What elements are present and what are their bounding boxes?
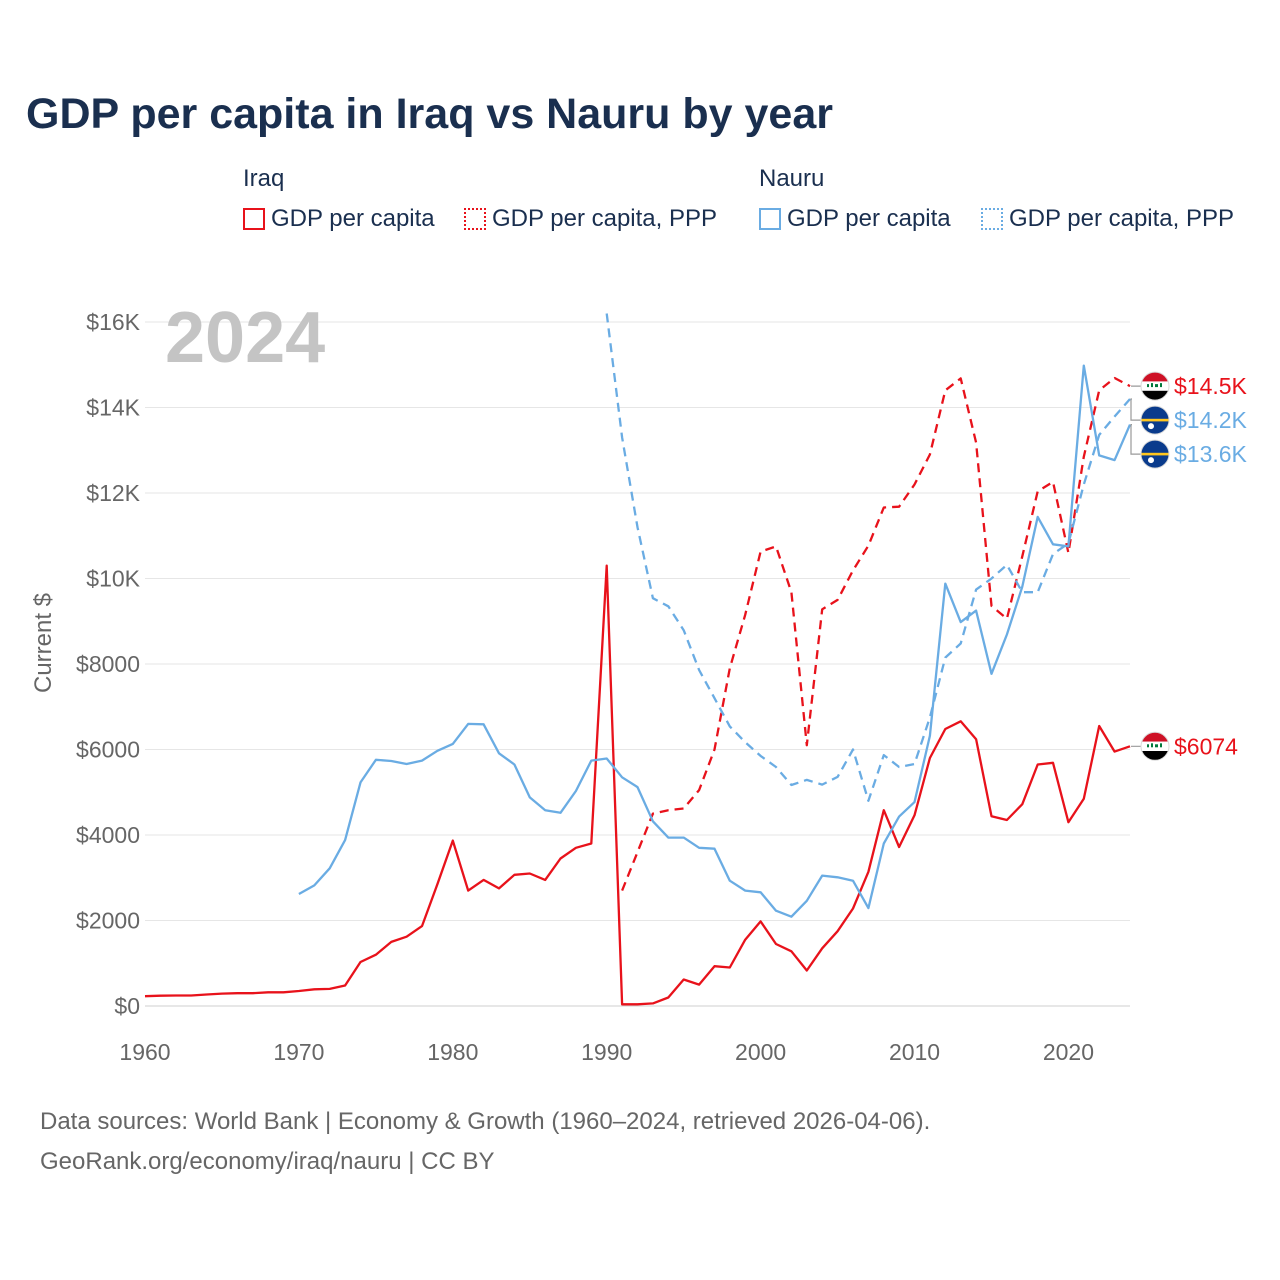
chart-title: GDP per capita in Iraq vs Nauru by year — [26, 90, 833, 138]
legend-item-iraq-gdp-ppp[interactable]: GDP per capita, PPP — [464, 204, 717, 234]
y-tick-label: $6000 — [76, 737, 140, 763]
x-tick-label: 1990 — [581, 1039, 632, 1065]
nauru-flag-icon — [1141, 440, 1169, 468]
y-tick-label: $12K — [86, 480, 140, 506]
legend-swatch-dotted-blue — [981, 208, 1003, 230]
x-tick-label: 1980 — [427, 1039, 478, 1065]
series-line — [144, 564, 1131, 1006]
end-value-label: $13.6K — [1174, 441, 1248, 467]
y-axis-label: Current $ — [30, 593, 57, 693]
legend-label: GDP per capita, PPP — [492, 205, 717, 232]
y-tick-label: $0 — [114, 993, 140, 1019]
legend-group-iraq: Iraq — [243, 165, 285, 192]
legend-item-nauru-gdp-ppp[interactable]: GDP per capita, PPP — [981, 204, 1234, 234]
y-tick-label: $4000 — [76, 822, 140, 848]
end-value-label: $6074 — [1174, 733, 1238, 759]
grid-lines — [145, 321, 1130, 1007]
legend-label: GDP per capita, PPP — [1009, 205, 1234, 232]
iraq-flag-icon — [1141, 372, 1169, 400]
legend-label: GDP per capita — [787, 205, 951, 232]
legend-group-nauru: Nauru — [759, 165, 825, 192]
footer-sources: Data sources: World Bank | Economy & Gro… — [40, 1108, 931, 1135]
x-tick-label: 2010 — [889, 1039, 940, 1065]
x-tick-label: 1960 — [119, 1039, 170, 1065]
year-watermark: 2024 — [165, 298, 325, 378]
y-tick-label: $10K — [86, 566, 140, 592]
end-label-connector — [1130, 424, 1141, 455]
y-tick-label: $14K — [86, 395, 140, 421]
y-tick-label: $2000 — [76, 908, 140, 934]
end-label-connector — [1130, 398, 1141, 421]
legend-swatch-dotted-red — [464, 208, 486, 230]
y-tick-label: $16K — [86, 309, 140, 335]
x-tick-label: 2000 — [735, 1039, 786, 1065]
series-line — [621, 376, 1131, 892]
end-labels: $14.5K $14.2K $13.6K $6074 — [1130, 372, 1248, 760]
footer-credit: GeoRank.org/economy/iraq/nauru | CC BY — [40, 1148, 495, 1175]
x-tick-label: 1970 — [273, 1039, 324, 1065]
legend-swatch-solid-red — [243, 208, 265, 230]
series-line — [298, 364, 1132, 918]
nauru-flag-icon — [1141, 406, 1169, 434]
end-value-label: $14.2K — [1174, 407, 1248, 433]
y-tick-label: $8000 — [76, 651, 140, 677]
iraq-flag-icon — [1141, 732, 1169, 760]
series-lines — [144, 313, 1132, 1006]
x-axis-ticks: 1960 1970 1980 1990 2000 2010 2020 — [119, 1039, 1094, 1065]
legend-swatch-solid-blue — [759, 208, 781, 230]
legend-item-nauru-gdp[interactable]: GDP per capita — [759, 204, 951, 234]
legend-label: GDP per capita — [271, 205, 435, 232]
series-line — [605, 313, 1131, 802]
legend-item-iraq-gdp[interactable]: GDP per capita — [243, 204, 435, 234]
x-tick-label: 2020 — [1043, 1039, 1094, 1065]
y-axis-ticks: $0 $2000 $4000 $6000 $8000 $10K $12K $14K $16K — [76, 309, 141, 1019]
end-value-label: $14.5K — [1174, 373, 1248, 399]
line-chart: $0 $2000 $4000 $6000 $8000 $10K $12K $14K $16K 1… — [30, 298, 1248, 1065]
